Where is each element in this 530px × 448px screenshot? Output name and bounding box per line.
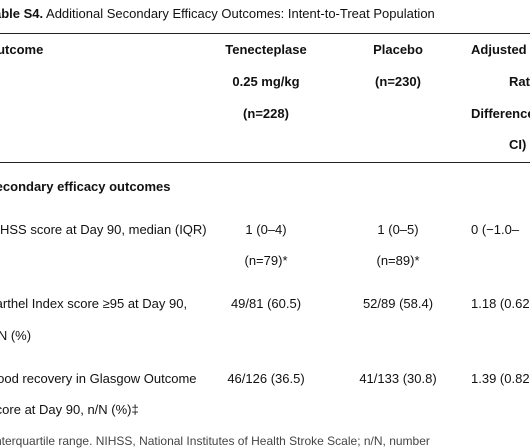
table-caption-label: Table S4.	[0, 6, 44, 21]
row2-outcome-line1: Barthel Index score ≥95 at Day 90,	[0, 296, 188, 311]
table-top-rule	[0, 33, 530, 34]
row3-outcome-line1: Good recovery in Glasgow Outcome	[0, 371, 197, 386]
header-tenecteplase-n: (n=228)	[243, 106, 289, 121]
row1-tenecteplase-value: 1 (0–4)	[245, 222, 287, 237]
header-tenecteplase-name: Tenecteplase	[225, 42, 307, 57]
row1-placebo-n: (n=89)*	[376, 253, 420, 268]
table-caption: Table S4. Additional Secondary Efficacy …	[0, 6, 435, 21]
row2-tenecteplase-value: 49/81 (60.5)	[230, 296, 302, 311]
header-adjusted-line1: Adjusted	[471, 42, 527, 57]
table-footnote: *Interquartile range. NIHSS, National In…	[0, 434, 430, 448]
header-placebo-name: Placebo	[373, 42, 423, 57]
row1-outcome: NIHSS score at Day 90, median (IQR)	[0, 222, 207, 237]
header-tenecteplase-dose: 0.25 mg/kg	[232, 74, 300, 89]
header-adjusted-line2: Ratio	[509, 74, 530, 89]
table-caption-text: Additional Secondary Efficacy Outcomes: …	[43, 6, 435, 21]
row3-adjusted: 1.39 (0.82	[471, 371, 530, 386]
header-placebo-n: (n=230)	[375, 74, 421, 89]
header-outcome: Outcome	[0, 42, 44, 57]
row1-placebo-value: 1 (0–5)	[377, 222, 419, 237]
row1-adjusted: 0 (−1.0–	[471, 222, 520, 237]
row2-outcome-line2: n/N (%)	[0, 328, 32, 343]
table-header-rule	[0, 162, 530, 163]
row3-tenecteplase-value: 46/126 (36.5)	[227, 371, 305, 386]
header-adjusted-line4: CI)	[509, 137, 527, 152]
row3-placebo-value: 41/133 (30.8)	[359, 371, 437, 386]
row3-outcome-line2: Score at Day 90, n/N (%)‡	[0, 402, 139, 417]
header-adjusted-line3: Difference	[471, 106, 530, 121]
row1-tenecteplase-n: (n=79)*	[244, 253, 288, 268]
row2-adjusted: 1.18 (0.62	[471, 296, 530, 311]
section-title: Secondary efficacy outcomes	[0, 179, 171, 194]
row2-placebo-value: 52/89 (58.4)	[362, 296, 434, 311]
